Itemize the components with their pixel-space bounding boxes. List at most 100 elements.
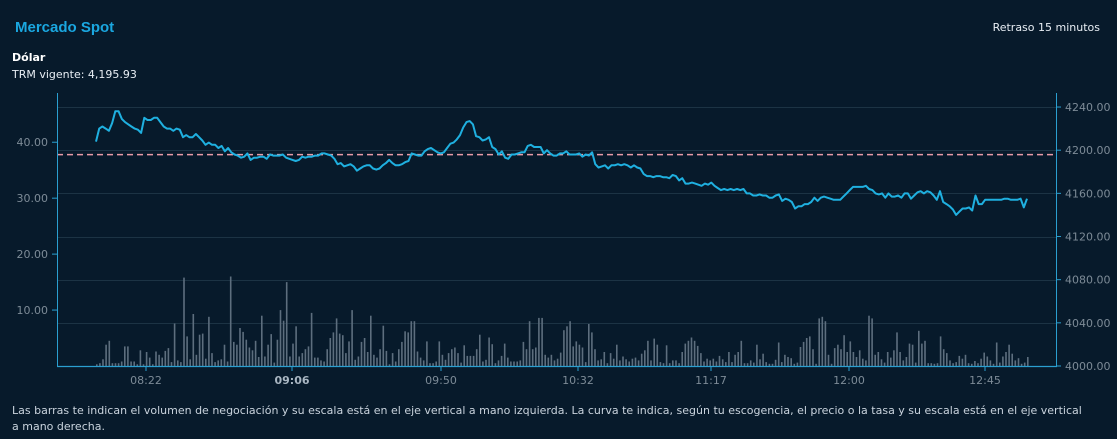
volume-bar bbox=[799, 347, 802, 366]
volume-bar bbox=[261, 315, 263, 366]
volume-bar bbox=[980, 358, 982, 366]
volume-bar bbox=[475, 349, 478, 366]
volume-bar bbox=[1017, 358, 1020, 366]
volume-bar bbox=[706, 358, 708, 366]
volume-bar bbox=[609, 353, 612, 366]
volume-bar bbox=[681, 352, 683, 366]
volume-bar bbox=[482, 361, 484, 366]
volume-bar bbox=[843, 335, 845, 366]
volume-bar bbox=[946, 353, 948, 366]
left-axis: 10.00 20.00 30.00 40.00 bbox=[17, 93, 58, 366]
volume-bar bbox=[226, 361, 229, 366]
volume-bar bbox=[535, 347, 537, 366]
volume-bar bbox=[971, 363, 973, 366]
volume-bar bbox=[444, 359, 447, 366]
volume-bar bbox=[239, 328, 241, 366]
volume-bar bbox=[429, 363, 431, 366]
volume-bar bbox=[373, 354, 375, 366]
volume-bar bbox=[208, 316, 210, 366]
left-tick-label: 20.00 bbox=[17, 248, 49, 261]
volume-bar bbox=[120, 361, 123, 366]
volume-bar bbox=[790, 358, 792, 366]
volume-bar bbox=[600, 359, 602, 366]
volume-bar bbox=[139, 350, 142, 366]
volume-bar bbox=[152, 364, 154, 366]
volume-bar bbox=[678, 363, 680, 366]
volume-bar bbox=[127, 346, 129, 366]
volume-bar bbox=[164, 350, 167, 366]
volume-bars bbox=[96, 276, 1029, 366]
x-tick-label: 09:50 bbox=[425, 374, 457, 387]
volume-bar bbox=[566, 326, 568, 366]
volume-bar bbox=[921, 343, 923, 366]
left-tick-label: 30.00 bbox=[17, 192, 49, 205]
volume-bar bbox=[96, 364, 98, 366]
volume-bar bbox=[469, 355, 472, 366]
volume-bar bbox=[198, 334, 201, 366]
right-tick-label: 4200.00 bbox=[1065, 144, 1111, 157]
volume-bar bbox=[1011, 353, 1013, 366]
volume-bar bbox=[672, 360, 674, 366]
volume-bar bbox=[245, 339, 248, 366]
left-tick-label: 40.00 bbox=[17, 136, 49, 149]
volume-bar bbox=[616, 344, 618, 366]
volume-bar bbox=[703, 361, 705, 366]
x-tick-label: 10:32 bbox=[562, 374, 594, 387]
x-tick-label: 09:06 bbox=[274, 374, 309, 387]
volume-bar bbox=[594, 349, 596, 366]
volume-bar bbox=[871, 318, 873, 366]
volume-bar bbox=[731, 362, 733, 366]
volume-bar bbox=[939, 336, 942, 366]
volume-bar bbox=[849, 341, 852, 366]
volume-bar bbox=[279, 310, 282, 366]
volume-bar bbox=[1023, 362, 1026, 366]
page-title: Mercado Spot bbox=[15, 19, 115, 36]
volume-bar bbox=[282, 320, 285, 366]
volume-bar bbox=[451, 349, 453, 366]
volume-bar bbox=[528, 321, 531, 366]
volume-bar bbox=[821, 316, 824, 366]
volume-bar bbox=[1002, 356, 1004, 366]
volume-bar bbox=[852, 352, 855, 366]
volume-bar bbox=[668, 363, 671, 366]
volume-bar bbox=[108, 340, 111, 366]
volume-bar bbox=[725, 362, 727, 366]
volume-bar bbox=[192, 314, 195, 366]
volume-bar bbox=[177, 360, 179, 366]
volume-bar bbox=[886, 352, 889, 366]
volume-bar bbox=[394, 361, 397, 366]
volume-bar bbox=[130, 361, 132, 366]
volume-bar bbox=[908, 343, 911, 366]
volume-bar bbox=[298, 356, 300, 366]
volume-bar bbox=[715, 361, 718, 366]
volume-bar bbox=[229, 276, 232, 366]
volume-bar bbox=[656, 344, 659, 366]
volume-bar bbox=[292, 343, 294, 366]
volume-bar bbox=[563, 330, 565, 366]
volume-bar bbox=[559, 352, 562, 366]
volume-bar bbox=[712, 358, 715, 366]
volume-bar bbox=[793, 363, 796, 366]
volume-bar bbox=[855, 357, 858, 366]
volume-bar bbox=[774, 359, 777, 366]
volume-bar bbox=[248, 347, 251, 366]
volume-bar bbox=[746, 363, 749, 366]
volume-bar bbox=[700, 353, 702, 366]
volume-bar bbox=[858, 350, 861, 366]
volume-bar bbox=[102, 359, 104, 366]
volume-bar bbox=[584, 362, 587, 366]
volume-bar bbox=[413, 321, 416, 366]
volume-bar bbox=[637, 360, 640, 366]
volume-bar bbox=[117, 363, 120, 366]
volume-bar bbox=[180, 362, 182, 366]
volume-bar bbox=[696, 345, 699, 366]
volume-bar bbox=[161, 357, 163, 366]
volume-bar bbox=[432, 363, 434, 366]
volume-bar bbox=[357, 356, 360, 366]
volume-bar bbox=[264, 356, 266, 366]
volume-bar bbox=[918, 330, 920, 366]
volume-bar bbox=[999, 362, 1001, 366]
volume-bar bbox=[472, 355, 475, 366]
price-line[interactable] bbox=[95, 110, 1028, 216]
spot-market-chart[interactable]: 10.00 20.00 30.00 40.00 4000.00 4040.00 4080.… bbox=[0, 0, 1117, 400]
